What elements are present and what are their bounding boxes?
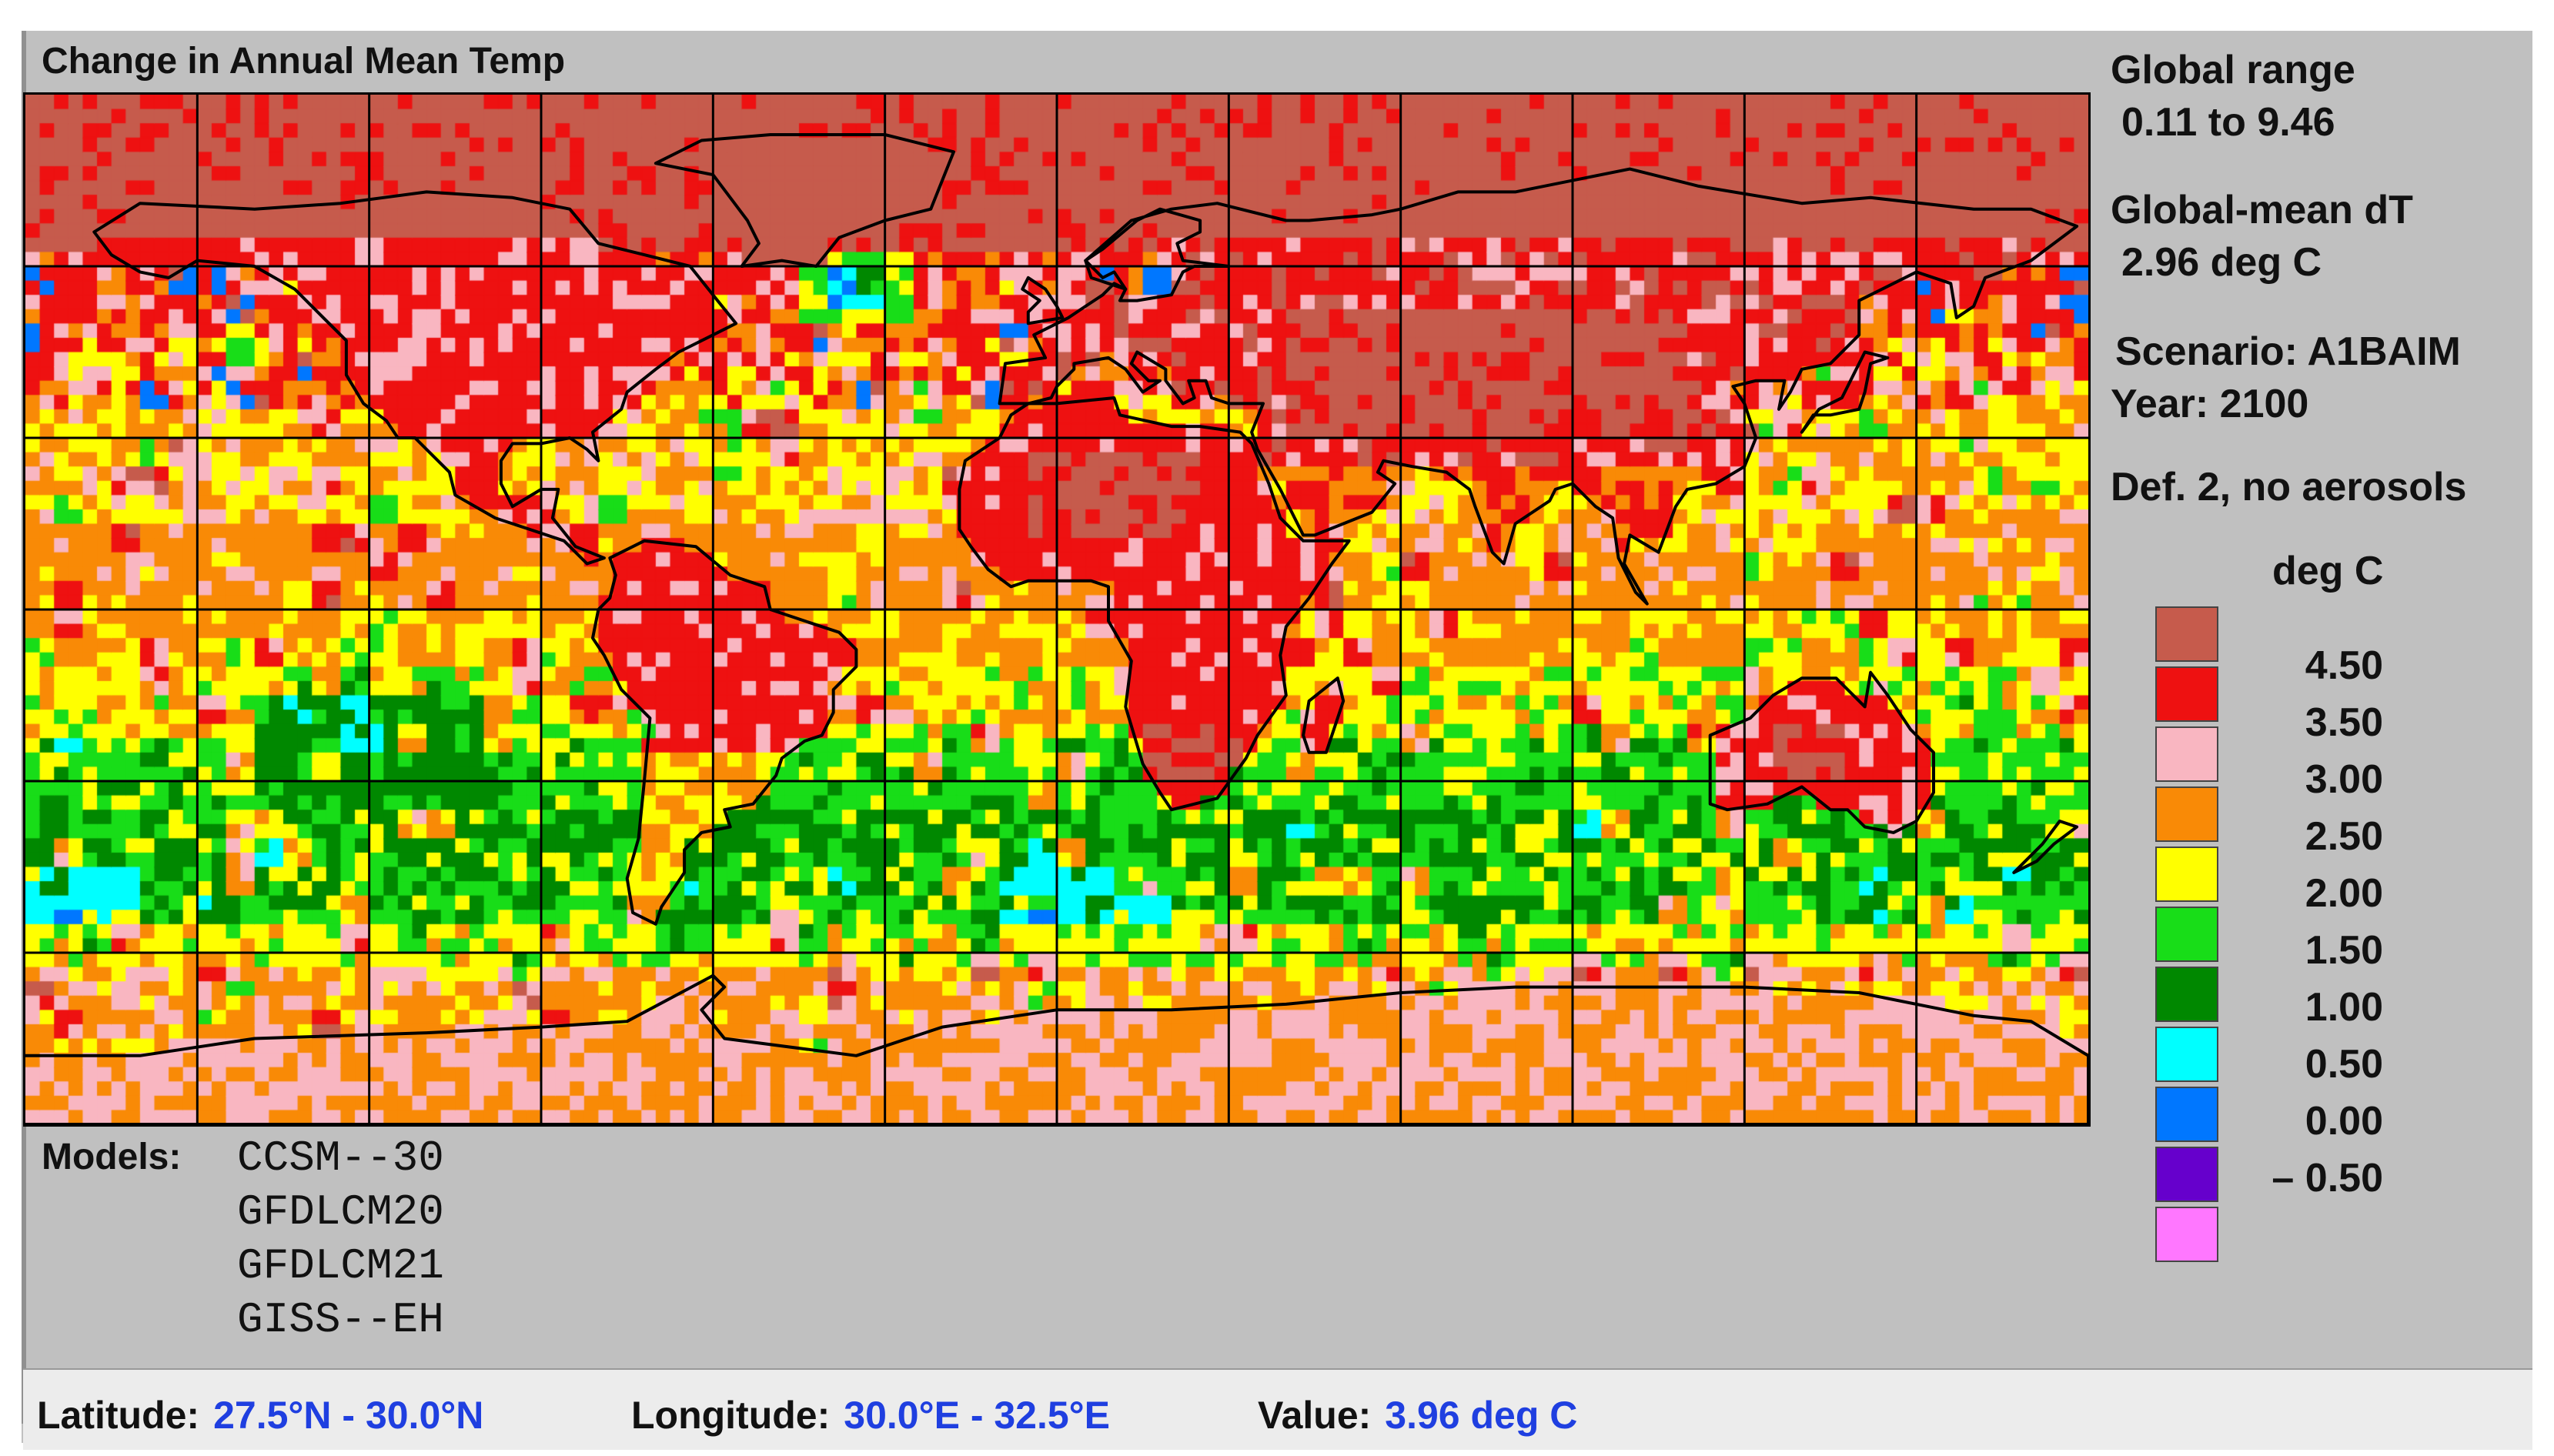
legend-swatch: [2155, 666, 2218, 722]
legend-tick-label: 0.50: [2305, 1042, 2383, 1087]
latitude-readout: Latitude: 27.5°N - 30.0°N: [37, 1393, 483, 1438]
coastline-nz: [2012, 820, 2079, 874]
longitude-value: 30.0°E - 32.5°E: [844, 1394, 1111, 1437]
coastline-na: [92, 190, 738, 566]
global-range-value: 0.11 to 9.46: [2121, 100, 2335, 145]
value-label: Value:: [1258, 1394, 1372, 1437]
coastline-jp: [1800, 350, 1890, 434]
year-text: Year: 2100: [2111, 382, 2309, 426]
legend-tick-label: 3.00: [2305, 757, 2383, 802]
models-label: Models:: [42, 1137, 182, 1177]
map-overlay: [25, 95, 2088, 1124]
value-value: 3.96 deg C: [1385, 1394, 1578, 1437]
legend-tick-label: 3.50: [2305, 700, 2383, 745]
longitude-label: Longitude:: [631, 1394, 831, 1437]
legend-swatch: [2155, 907, 2218, 962]
models-list: CCSM--30 GFDLCM20 GFDLCM21 GISS--EH: [237, 1131, 444, 1347]
scenario-text: Scenario: A1BAIM: [2115, 329, 2461, 374]
legend-swatch: [2155, 1087, 2218, 1142]
legend-title: deg C: [2272, 549, 2384, 593]
coastline-gl: [654, 133, 955, 268]
legend-tick-label: 1.50: [2305, 928, 2383, 973]
legend-tick-label: 0.00: [2305, 1099, 2383, 1144]
longitude-readout: Longitude: 30.0°E - 32.5°E: [631, 1393, 1110, 1438]
color-legend: [2155, 606, 2218, 1267]
coastline-mad: [1302, 676, 1346, 754]
definition-text: Def. 2, no aerosols: [2111, 465, 2467, 509]
coastline-uk: [1021, 276, 1065, 326]
legend-swatch: [2155, 726, 2218, 782]
global-mean-label: Global-mean dT: [2111, 188, 2413, 232]
global-range-label: Global range: [2111, 48, 2355, 92]
latitude-label: Latitude:: [37, 1394, 200, 1437]
model-name: GISS--EH: [237, 1295, 444, 1344]
legend-tick-label: 4.50: [2305, 643, 2383, 688]
legend-tick-label: 1.00: [2305, 985, 2383, 1030]
legend-labels: 4.50 3.50 3.00 2.50 2.00 1.50 1.00 0.50 0.00 – 0.…: [2260, 637, 2414, 1207]
global-mean-value: 2.96 deg C: [2121, 240, 2322, 285]
legend-swatch: [2155, 847, 2218, 902]
lat-lon-gridlines: [25, 95, 2088, 1124]
status-bar: Latitude: 27.5°N - 30.0°N Longitude: 30.0°…: [23, 1368, 2532, 1450]
map-title: Change in Annual Mean Temp: [42, 41, 566, 82]
value-readout: Value: 3.96 deg C: [1258, 1393, 1577, 1438]
model-name: GFDLCM21: [237, 1241, 444, 1291]
legend-swatch: [2155, 786, 2218, 842]
legend-tick-label: – 0.50: [2272, 1156, 2383, 1201]
coastline-sa: [591, 539, 858, 926]
legend-swatch: [2155, 1207, 2218, 1262]
model-name: CCSM--30: [237, 1134, 444, 1183]
legend-swatch: [2155, 967, 2218, 1022]
model-name: GFDLCM20: [237, 1187, 444, 1237]
legend-swatch: [2155, 1027, 2218, 1082]
coastline-au: [1708, 670, 1935, 834]
coastline-eu: [998, 167, 2079, 606]
legend-swatch: [2155, 1147, 2218, 1202]
legend-tick-label: 2.00: [2305, 871, 2383, 916]
temperature-map[interactable]: [23, 92, 2091, 1127]
latitude-value: 27.5°N - 30.0°N: [213, 1394, 484, 1437]
legend-swatch: [2155, 606, 2218, 662]
legend-tick-label: 2.50: [2305, 814, 2383, 859]
coastline-af: [958, 396, 1351, 812]
